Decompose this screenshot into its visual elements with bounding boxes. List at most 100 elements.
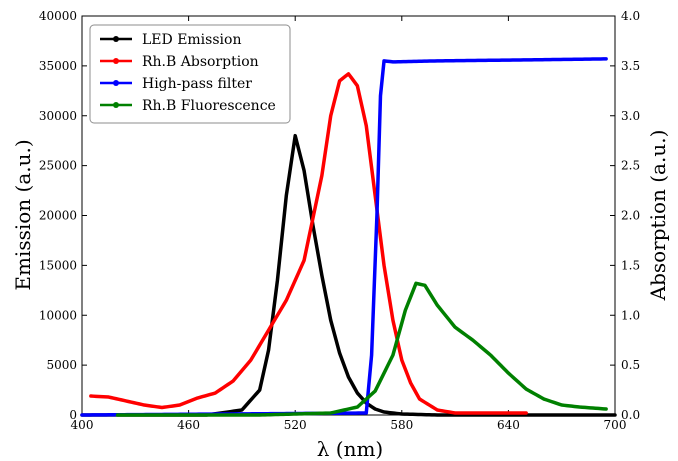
series-point-Rh.B Fluorescence — [409, 295, 413, 299]
series-point-High-pass filter — [422, 59, 426, 63]
series-point-Rh.B Fluorescence — [202, 413, 205, 417]
series-point-High-pass filter — [575, 57, 579, 61]
series-point-Rh.B Fluorescence — [555, 401, 558, 405]
series-point-High-pass filter — [109, 413, 113, 417]
series-point-Rh.B Absorption — [302, 259, 306, 262]
series-point-LED Emission — [546, 413, 550, 417]
series-point-High-pass filter — [367, 382, 371, 386]
series-point-Rh.B Absorption — [490, 411, 494, 415]
series-point-High-pass filter — [351, 411, 355, 415]
series-point-Rh.B Fluorescence — [391, 353, 395, 357]
series-point-Rh.B Absorption — [97, 395, 100, 398]
series-point-Rh.B Absorption — [137, 402, 141, 406]
series-point-High-pass filter — [503, 58, 506, 62]
series-point-Rh.B Absorption — [140, 403, 143, 406]
series-point-Rh.B Absorption — [394, 332, 398, 335]
series-point-High-pass filter — [402, 60, 405, 64]
series-point-Rh.B Absorption — [218, 388, 222, 391]
series-point-Rh.B Absorption — [469, 411, 473, 415]
series-point-Rh.B Fluorescence — [172, 413, 176, 417]
series-point-Rh.B Absorption — [269, 324, 273, 328]
series-point-Rh.B Absorption — [516, 411, 520, 415]
series-point-LED Emission — [395, 412, 399, 415]
series-point-High-pass filter — [473, 59, 477, 62]
series-point-Rh.B Absorption — [180, 402, 184, 406]
series-point-Rh.B Fluorescence — [499, 364, 503, 367]
series-point-Rh.B Absorption — [300, 264, 303, 268]
series-point-Rh.B Fluorescence — [414, 281, 418, 285]
series-point-Rh.B Fluorescence — [124, 413, 127, 417]
series-point-Rh.B Absorption — [201, 395, 204, 398]
series-point-LED Emission — [540, 413, 544, 417]
series-point-High-pass filter — [556, 58, 560, 61]
series-point-Rh.B Fluorescence — [185, 413, 189, 417]
series-point-Rh.B Fluorescence — [140, 413, 144, 417]
series-point-Rh.B Fluorescence — [394, 344, 397, 348]
series-point-High-pass filter — [527, 58, 531, 62]
series-point-Rh.B Fluorescence — [348, 407, 351, 411]
series-point-Rh.B Fluorescence — [433, 299, 437, 303]
series-point-LED Emission — [293, 134, 297, 138]
series-point-Rh.B Fluorescence — [169, 413, 173, 417]
series-point-Rh.B Absorption — [514, 411, 517, 415]
series-point-Rh.B Fluorescence — [231, 413, 235, 417]
series-point-Rh.B Fluorescence — [300, 412, 304, 416]
series-point-High-pass filter — [394, 60, 397, 64]
y-tick-left-label: 35000 — [39, 59, 77, 73]
series-point-Rh.B Fluorescence — [303, 412, 306, 416]
series-point-Rh.B Absorption — [403, 366, 407, 370]
series-point-Rh.B Absorption — [158, 405, 161, 409]
series-point-Rh.B Fluorescence — [236, 413, 240, 417]
y-tick-right-label: 4.0 — [621, 9, 640, 23]
x-tick-label: 520 — [284, 418, 307, 432]
series-point-High-pass filter — [516, 58, 520, 62]
series-point-Rh.B Absorption — [125, 399, 128, 403]
series-point-Rh.B Fluorescence — [321, 411, 325, 415]
legend-label-Rh.B Absorption: Rh.B Absorption — [142, 54, 259, 70]
series-point-LED Emission — [416, 413, 420, 416]
series-point-High-pass filter — [543, 58, 547, 62]
series-point-Rh.B Fluorescence — [199, 413, 203, 417]
y-axis-left-label: Emission (a.u.) — [11, 139, 35, 290]
series-point-Rh.B Fluorescence — [318, 411, 322, 415]
series-point-Rh.B Fluorescence — [151, 413, 154, 417]
series-point-Rh.B Fluorescence — [143, 413, 146, 417]
series-point-LED Emission — [261, 375, 264, 379]
series-point-Rh.B Absorption — [400, 358, 404, 362]
series-point-Rh.B Absorption — [112, 396, 116, 400]
series-point-High-pass filter — [487, 58, 490, 62]
series-point-Rh.B Absorption — [254, 350, 258, 353]
series-point-Rh.B Fluorescence — [353, 406, 357, 409]
series-point-Rh.B Fluorescence — [524, 387, 528, 391]
series-point-Rh.B Absorption — [326, 134, 330, 138]
series-point-LED Emission — [323, 288, 327, 292]
series-point-Rh.B Fluorescence — [234, 413, 237, 417]
series-point-LED Emission — [332, 329, 336, 333]
series-point-Rh.B Fluorescence — [451, 322, 454, 326]
series-point-High-pass filter — [570, 57, 573, 61]
series-point-LED Emission — [240, 408, 244, 412]
series-point-Rh.B Absorption — [364, 124, 368, 128]
series-point-High-pass filter — [433, 59, 437, 63]
series-point-High-pass filter — [583, 57, 587, 61]
series-point-High-pass filter — [441, 59, 445, 63]
series-point-Rh.B Fluorescence — [268, 413, 272, 417]
series-point-Rh.B Absorption — [150, 404, 154, 408]
y-tick-left-label: 15000 — [39, 258, 77, 272]
series-point-Rh.B Fluorescence — [435, 303, 439, 307]
y-tick-left-label: 5000 — [46, 358, 77, 372]
series-point-LED Emission — [287, 174, 291, 177]
series-point-LED Emission — [320, 274, 324, 277]
series-point-Rh.B Fluorescence — [207, 413, 211, 417]
series-point-Rh.B Fluorescence — [132, 413, 135, 417]
series-point-Rh.B Fluorescence — [468, 336, 472, 340]
series-point-LED Emission — [296, 145, 300, 149]
series-point-High-pass filter — [465, 59, 469, 62]
y-tick-right-label: 1.5 — [621, 258, 640, 272]
y-tick-left-label: 30000 — [39, 109, 77, 123]
series-point-Rh.B Fluorescence — [423, 283, 427, 287]
series-point-High-pass filter — [399, 60, 403, 64]
series-point-Rh.B Absorption — [109, 396, 113, 399]
series-point-Rh.B Fluorescence — [260, 413, 264, 417]
